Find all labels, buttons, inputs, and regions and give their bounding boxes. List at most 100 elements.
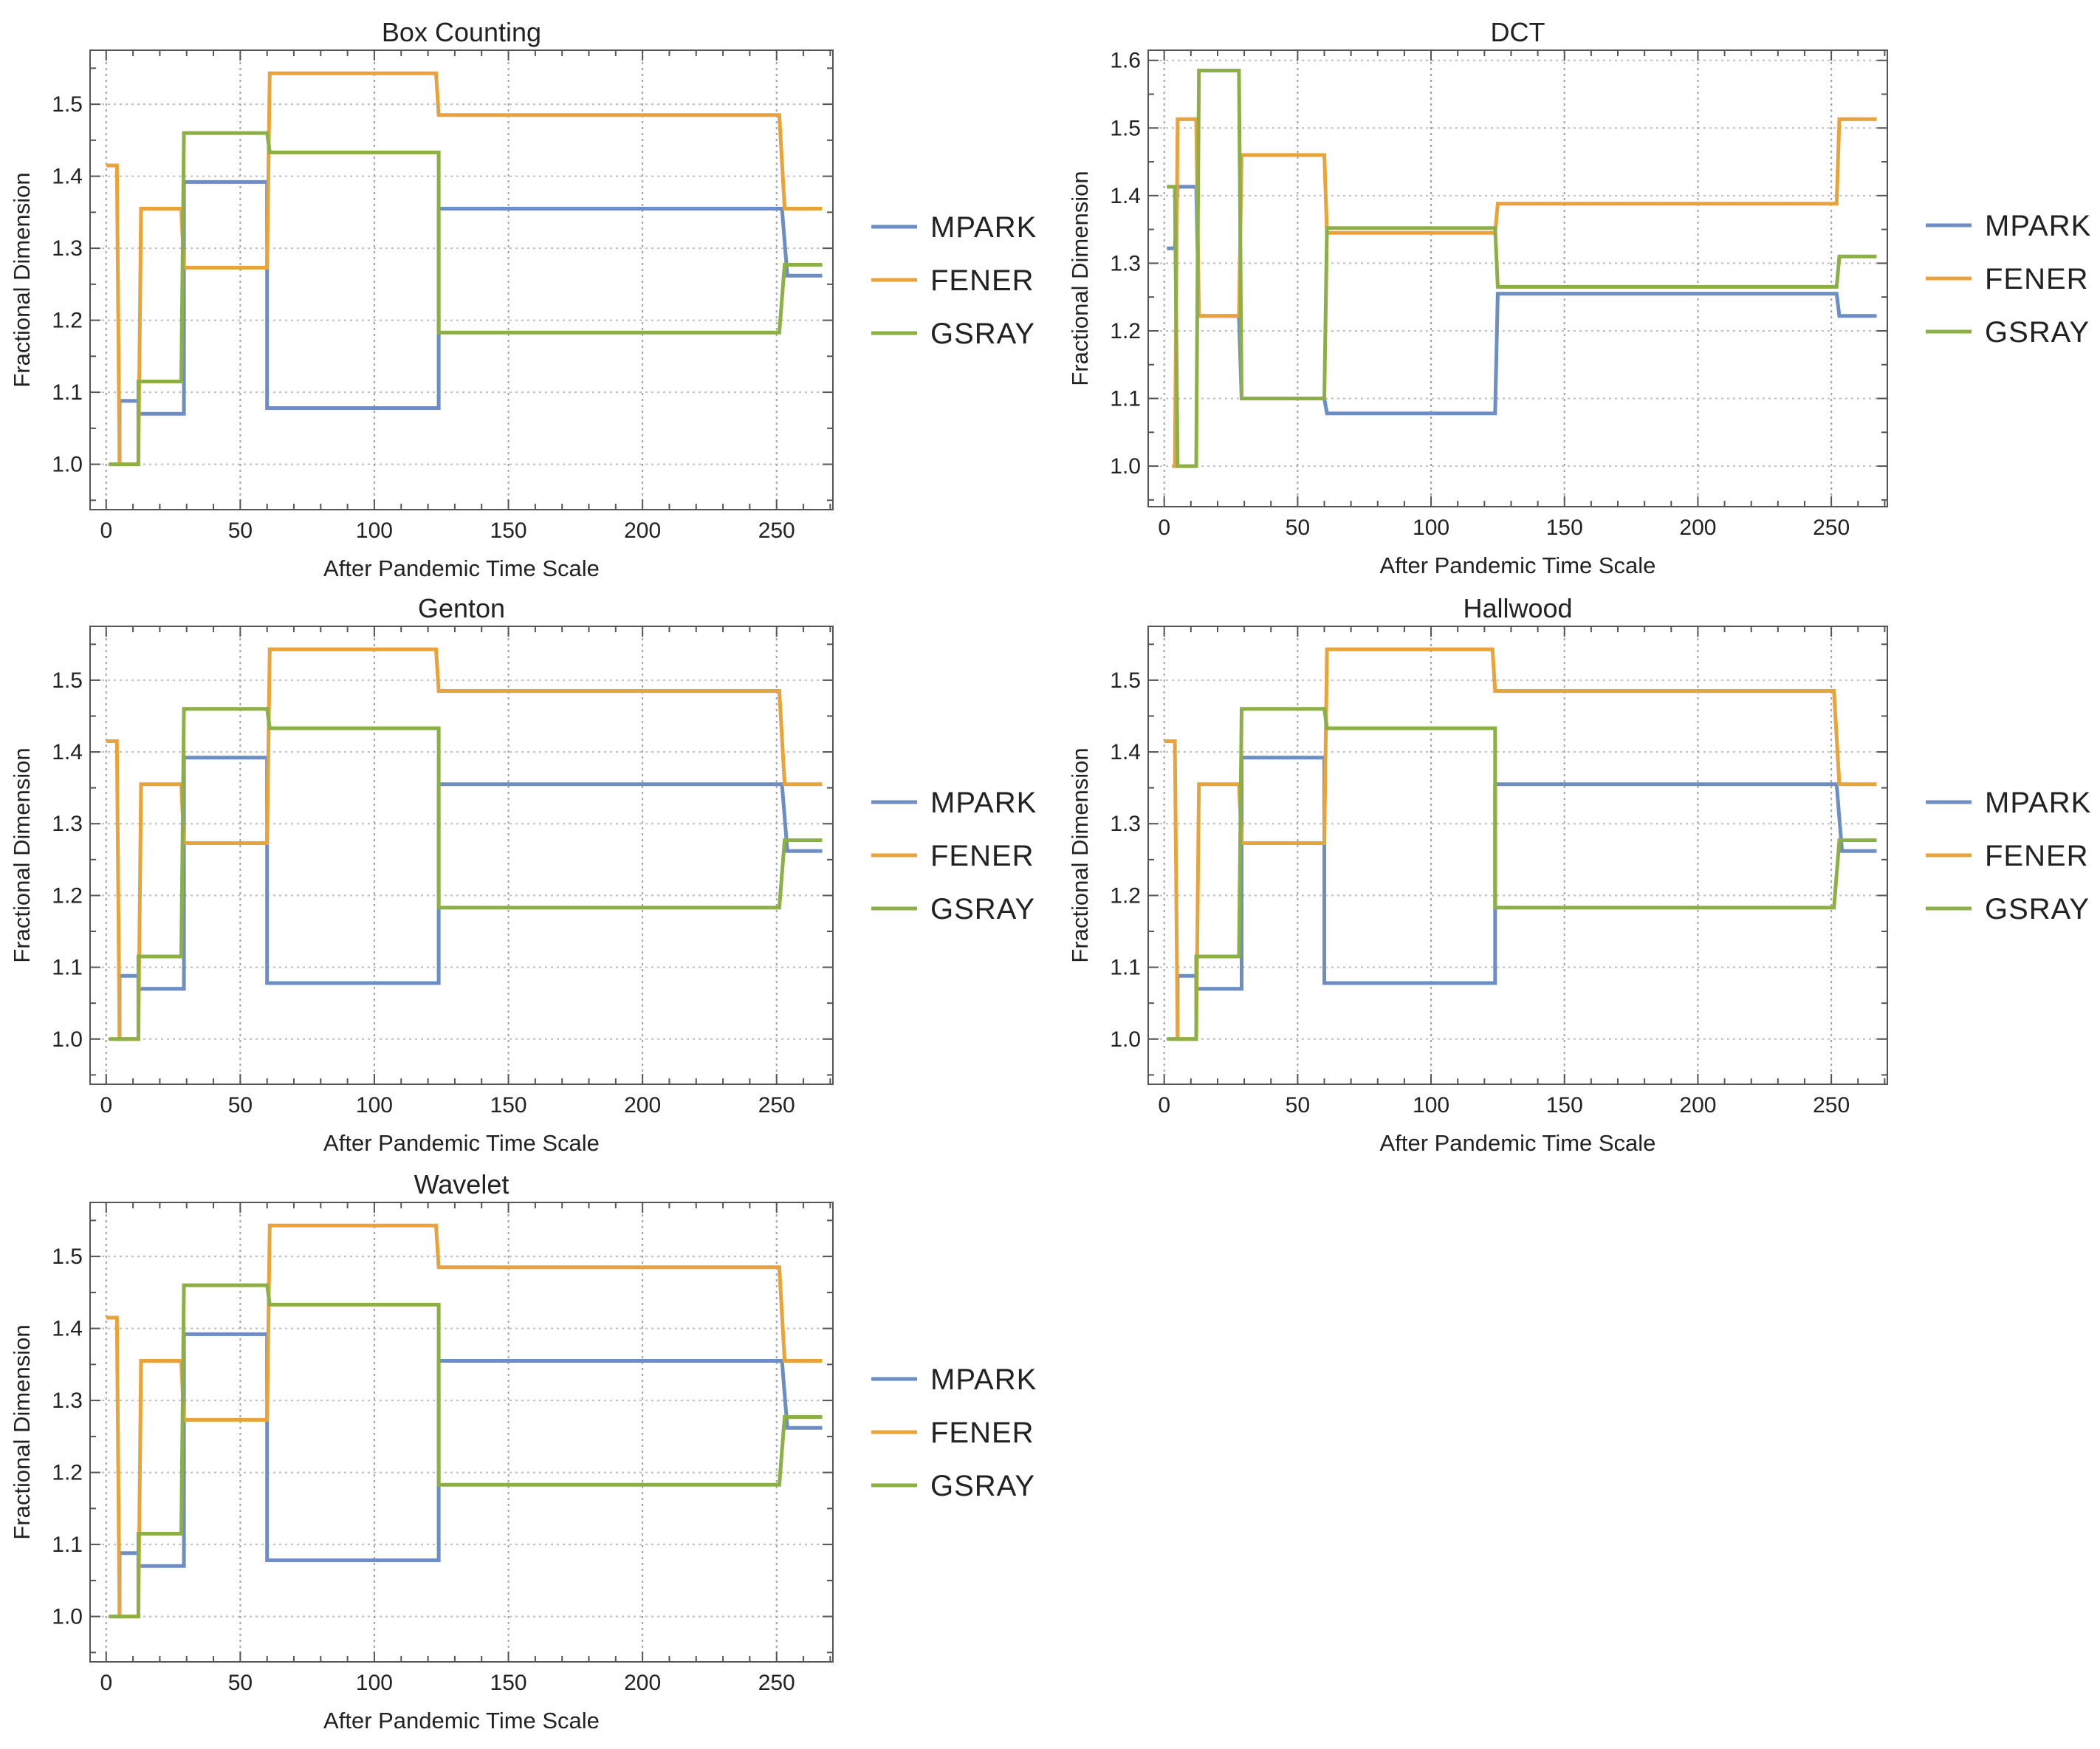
y-tick-label: 1.1 bbox=[52, 956, 83, 980]
chart-genton: 0 50 100 150 200 250 1.0 1.1 1.2 1.3 1.4 1.5 Genton A… bbox=[9, 593, 1037, 1156]
series-line-gsray bbox=[109, 131, 823, 467]
x-tick-label: 150 bbox=[490, 1093, 527, 1117]
plot-frame bbox=[89, 49, 834, 510]
legend-label-gsray: GSRAY bbox=[930, 318, 1035, 350]
legend-label-fener: FENER bbox=[930, 840, 1034, 872]
legend-label-mpark: MPARK bbox=[930, 787, 1037, 819]
legend-label-gsray: GSRAY bbox=[1985, 316, 2090, 349]
legend-label-mpark: MPARK bbox=[930, 211, 1037, 244]
chart-title: Box Counting bbox=[382, 17, 541, 47]
legend: MPARK FENER GSRAY bbox=[1926, 787, 2091, 925]
y-tick-label: 1.2 bbox=[52, 883, 83, 908]
y-axis-label: Fractional Dimension bbox=[9, 1324, 35, 1539]
y-tick-label: 1.4 bbox=[52, 1317, 83, 1341]
y-tick-label: 1.2 bbox=[1110, 319, 1141, 343]
y-tick-label: 1.1 bbox=[1110, 956, 1141, 980]
y-tick-label: 1.0 bbox=[52, 453, 83, 477]
x-tick-label: 200 bbox=[624, 518, 661, 543]
chart-title: DCT bbox=[1491, 17, 1545, 47]
series-line-gsray bbox=[1167, 69, 1877, 468]
legend-label-gsray: GSRAY bbox=[930, 1470, 1035, 1502]
x-tick-label: 200 bbox=[624, 1093, 661, 1117]
chart-title: Wavelet bbox=[414, 1169, 509, 1199]
x-axis-label: After Pandemic Time Scale bbox=[323, 555, 600, 581]
legend: MPARK FENER GSRAY bbox=[871, 1363, 1036, 1502]
y-tick-label: 1.4 bbox=[52, 740, 83, 764]
legend: MPARK FENER GSRAY bbox=[871, 787, 1037, 925]
x-tick-label: 50 bbox=[228, 518, 253, 543]
y-tick-label: 1.3 bbox=[1110, 812, 1141, 836]
x-tick-label: 0 bbox=[100, 518, 112, 543]
plot-frame bbox=[89, 626, 834, 1085]
y-tick-label: 1.2 bbox=[1110, 883, 1141, 908]
x-axis-label: After Pandemic Time Scale bbox=[323, 1130, 600, 1156]
x-tick-label: 100 bbox=[1413, 516, 1449, 540]
series-line-fener bbox=[1172, 117, 1877, 468]
chart-title: Genton bbox=[418, 593, 505, 623]
y-tick-label: 1.0 bbox=[1110, 454, 1141, 479]
series-line-mpark bbox=[114, 1332, 823, 1619]
legend-label-fener: FENER bbox=[930, 264, 1034, 297]
y-tick-label: 1.3 bbox=[52, 812, 83, 836]
x-tick-label: 50 bbox=[1286, 1093, 1310, 1117]
y-tick-label: 1.5 bbox=[52, 1245, 83, 1269]
plot-frame bbox=[1147, 49, 1888, 507]
legend: MPARK FENER GSRAY bbox=[871, 211, 1037, 350]
x-tick-label: 100 bbox=[356, 1671, 393, 1695]
x-tick-label: 250 bbox=[758, 518, 795, 543]
x-tick-label: 250 bbox=[758, 1671, 795, 1695]
chart-hallwood: 0 50 100 150 200 250 1.0 1.1 1.2 1.3 1.4 1.5 Hallwoo… bbox=[1067, 593, 2091, 1156]
x-tick-label: 50 bbox=[228, 1671, 253, 1695]
series-line-mpark bbox=[1172, 756, 1877, 1041]
x-tick-label: 0 bbox=[1158, 516, 1170, 540]
x-tick-label: 250 bbox=[1813, 516, 1850, 540]
plot-frame bbox=[1147, 626, 1888, 1085]
y-tick-label: 1.1 bbox=[1110, 387, 1141, 411]
y-tick-label: 1.5 bbox=[52, 668, 83, 693]
legend-label-gsray: GSRAY bbox=[930, 893, 1035, 925]
y-tick-label: 1.5 bbox=[52, 92, 83, 117]
y-tick-label: 1.5 bbox=[1110, 116, 1141, 140]
y-tick-label: 1.5 bbox=[1110, 668, 1141, 693]
y-tick-label: 1.3 bbox=[52, 1389, 83, 1413]
series-line-mpark bbox=[114, 756, 823, 1041]
x-axis-label: After Pandemic Time Scale bbox=[1380, 552, 1656, 578]
y-tick-label: 1.6 bbox=[1110, 49, 1141, 73]
series-line-gsray bbox=[109, 707, 823, 1041]
y-tick-label: 1.2 bbox=[52, 309, 83, 333]
chart-wavelet: 0 50 100 150 200 250 1.0 1.1 1.2 1.3 1.4 1.5 Wavelet… bbox=[9, 1169, 1036, 1733]
x-tick-label: 0 bbox=[100, 1093, 112, 1117]
y-tick-label: 1.2 bbox=[52, 1461, 83, 1485]
y-axis-label: Fractional Dimension bbox=[1067, 747, 1093, 962]
y-axis-label: Fractional Dimension bbox=[9, 747, 35, 962]
y-tick-label: 1.4 bbox=[1110, 740, 1141, 764]
legend-label-mpark: MPARK bbox=[1985, 787, 2091, 819]
series-line-mpark bbox=[114, 179, 823, 467]
x-tick-label: 250 bbox=[1813, 1093, 1850, 1117]
legend-label-gsray: GSRAY bbox=[1985, 893, 2090, 925]
x-tick-label: 100 bbox=[1413, 1093, 1449, 1117]
y-tick-label: 1.1 bbox=[52, 380, 83, 405]
x-tick-label: 50 bbox=[1286, 516, 1310, 540]
x-tick-label: 150 bbox=[490, 518, 527, 543]
x-tick-label: 0 bbox=[1158, 1093, 1170, 1117]
legend: MPARK FENER GSRAY bbox=[1926, 210, 2091, 349]
x-tick-label: 150 bbox=[1546, 1093, 1583, 1117]
legend-label-mpark: MPARK bbox=[1985, 210, 2091, 242]
x-tick-label: 200 bbox=[624, 1671, 661, 1695]
y-tick-label: 1.0 bbox=[52, 1605, 83, 1629]
x-tick-label: 100 bbox=[356, 1093, 393, 1117]
x-axis-label: After Pandemic Time Scale bbox=[323, 1708, 600, 1733]
series-line-gsray bbox=[109, 1283, 823, 1619]
x-tick-label: 250 bbox=[758, 1093, 795, 1117]
legend-label-fener: FENER bbox=[1985, 263, 2089, 295]
plot-frame bbox=[89, 1202, 834, 1663]
y-tick-label: 1.3 bbox=[52, 236, 83, 261]
x-tick-label: 150 bbox=[1546, 516, 1583, 540]
chart-box-counting: 0 50 100 150 200 250 1.0 1.1 1.2 1.3 1.4 1.5 Box Cou… bbox=[9, 17, 1037, 581]
x-tick-label: 50 bbox=[228, 1093, 253, 1117]
series-line-gsray bbox=[1167, 707, 1877, 1041]
x-tick-label: 100 bbox=[356, 518, 393, 543]
x-tick-label: 150 bbox=[490, 1671, 527, 1695]
